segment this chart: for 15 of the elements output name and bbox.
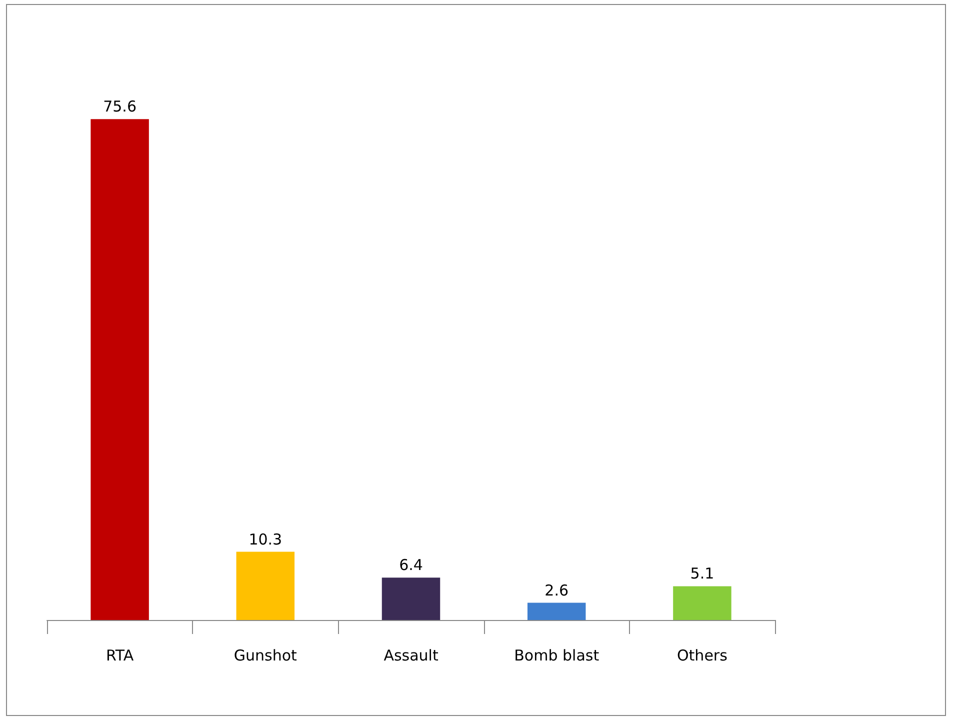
bar (236, 552, 295, 620)
x-tick-label: Bomb blast (514, 646, 600, 664)
bar (527, 602, 586, 620)
x-tick-label: RTA (106, 646, 134, 664)
bar (90, 119, 149, 620)
data-label: 5.1 (690, 564, 714, 583)
x-tick-label: Gunshot (234, 646, 298, 664)
data-label: 2.6 (544, 581, 569, 600)
bar (673, 586, 732, 620)
x-tick-label: Others (676, 646, 728, 664)
data-label: 6.4 (399, 556, 423, 574)
x-tick-label: Assault (384, 646, 438, 664)
data-label: 10.3 (248, 530, 282, 548)
data-label: 75.6 (103, 98, 137, 116)
bar (382, 578, 440, 620)
